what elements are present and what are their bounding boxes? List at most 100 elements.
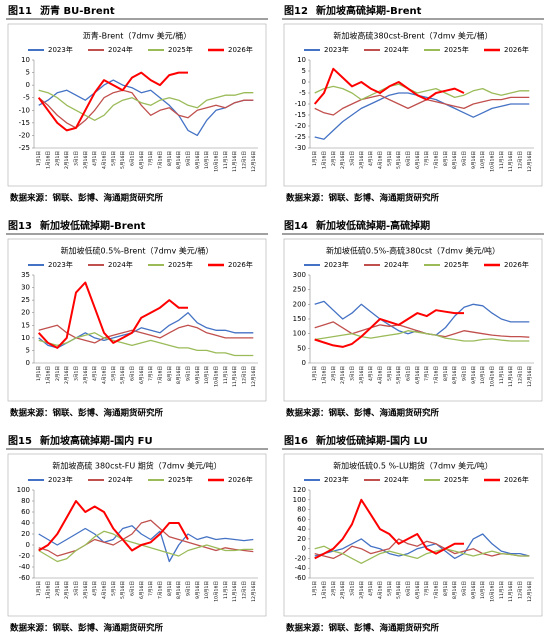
figure-heading: 新加坡高硫掉期-国内 FU [40, 434, 153, 447]
x-tick-label: 1月16日 [46, 581, 52, 599]
x-tick-label: 9月1日 [462, 366, 468, 381]
y-tick-label: 40 [21, 519, 30, 527]
x-tick-label: 9月16日 [195, 366, 201, 384]
x-tick-label: 1月1日 [312, 581, 318, 596]
y-tick-label: 20 [297, 535, 306, 543]
x-tick-label: 6月1日 [406, 151, 412, 166]
x-tick-label: 7月16日 [158, 581, 164, 599]
legend-label: 2024年 [108, 475, 133, 484]
x-tick-label: 12月1日 [518, 366, 524, 384]
series-line [314, 321, 530, 338]
series-line [37, 71, 188, 132]
y-tick-label: 80 [21, 497, 30, 505]
legend-label: 2024年 [384, 45, 409, 54]
chart-frame [283, 23, 543, 187]
y-tick-label: 0 [26, 81, 30, 89]
x-tick-label: 5月1日 [387, 151, 393, 166]
x-tick-label: 10月16日 [490, 581, 496, 602]
series-line [38, 525, 254, 563]
x-tick-label: 3月16日 [83, 151, 89, 169]
x-tick-label: 7月1日 [148, 366, 154, 381]
x-tick-label: 11月16日 [232, 366, 238, 387]
y-tick-label: -25 [19, 144, 30, 152]
x-tick-label: 9月16日 [471, 581, 477, 599]
x-tick-label: 1月16日 [322, 581, 328, 599]
y-tick-label: 5 [26, 346, 30, 354]
x-tick-label: 10月1日 [480, 366, 486, 384]
x-tick-label: 11月1日 [223, 366, 229, 384]
x-tick-label: 9月16日 [195, 581, 201, 599]
x-tick-label: 1月16日 [46, 151, 52, 169]
x-tick-label: 1月1日 [36, 151, 42, 166]
x-tick-label: 6月16日 [415, 151, 421, 169]
x-tick-label: 10月16日 [214, 366, 220, 387]
x-tick-label: 9月1日 [462, 151, 468, 166]
figure-number: 图14 [284, 220, 308, 232]
y-tick-label: 5 [26, 69, 30, 77]
x-tick-label: 4月1日 [92, 581, 98, 596]
figure-heading: 新加坡低硫掉期-高硫掉期 [316, 219, 430, 232]
x-tick-label: 4月1日 [368, 581, 374, 596]
y-tick-label: 15 [21, 321, 30, 329]
x-tick-label: 10月1日 [204, 366, 210, 384]
legend-label: 2023年 [48, 475, 73, 484]
x-tick-label: 7月1日 [424, 366, 430, 381]
x-tick-label: 11月1日 [223, 151, 229, 169]
legend-label: 2024年 [384, 260, 409, 269]
x-tick-label: 12月1日 [242, 581, 248, 599]
x-tick-label: 1月1日 [312, 366, 318, 381]
y-tick-label: 30 [21, 284, 30, 292]
x-tick-label: 11月16日 [232, 151, 238, 172]
x-tick-label: 5月16日 [120, 366, 126, 384]
x-tick-label: 6月16日 [139, 151, 145, 169]
x-tick-label: 7月1日 [424, 151, 430, 166]
chart-frame [7, 238, 267, 402]
x-tick-label: 5月1日 [387, 366, 393, 381]
series-line [38, 519, 254, 557]
source-note: 数据来源：钢联、彭博、海通期货研究所 [10, 193, 164, 204]
y-tick-label: 60 [297, 515, 306, 523]
y-tick-label: -5 [299, 89, 306, 97]
x-tick-label: 4月1日 [92, 151, 98, 166]
figure-heading: 新加坡低硫掉期-Brent [40, 219, 146, 232]
y-tick-label: -60 [295, 574, 306, 582]
x-tick-label: 3月16日 [359, 366, 365, 384]
x-tick-label: 6月1日 [130, 151, 136, 166]
y-tick-label: 10 [21, 56, 30, 64]
x-tick-label: 10月16日 [214, 581, 220, 602]
x-tick-label: 2月16日 [64, 151, 70, 169]
x-tick-label: 7月16日 [434, 151, 440, 169]
y-tick-label: 250 [293, 286, 306, 294]
y-tick-label: 0 [302, 359, 306, 367]
legend-label: 2026年 [504, 475, 529, 484]
x-tick-label: 6月1日 [406, 581, 412, 596]
y-tick-label: 100 [293, 496, 306, 504]
y-tick-label: -40 [19, 563, 30, 571]
chart-title: 新加坡低硫0.5%-高硫380cst（7dmv 美元/吨） [326, 246, 500, 256]
legend-label: 2025年 [168, 475, 193, 484]
y-tick-label: -20 [19, 552, 30, 560]
legend-label: 2026年 [504, 260, 529, 269]
y-tick-label: 20 [21, 309, 30, 317]
y-tick-label: 60 [21, 508, 30, 516]
y-tick-label: 200 [293, 300, 306, 308]
x-tick-label: 1月1日 [36, 581, 42, 596]
series-line [38, 500, 189, 552]
x-tick-label: 12月1日 [242, 151, 248, 169]
y-tick-label: 10 [21, 334, 30, 342]
chart-title: 新加坡高硫380cst-Brent（7dmv 美元/桶） [333, 31, 492, 41]
x-tick-label: 1月16日 [322, 151, 328, 169]
x-tick-label: 8月16日 [452, 151, 458, 169]
x-tick-label: 11月1日 [499, 581, 505, 599]
legend-label: 2023年 [48, 45, 73, 54]
x-tick-label: 1月16日 [322, 366, 328, 384]
y-tick-label: 35 [21, 271, 30, 279]
x-tick-label: 10月16日 [214, 151, 220, 172]
figure-heading: 沥青 BU-Brent [40, 4, 115, 17]
series-line [38, 89, 254, 121]
chart-title: 沥青-Brent（7dmv 美元/桶） [83, 31, 192, 41]
x-tick-label: 10月1日 [480, 581, 486, 599]
x-tick-label: 8月1日 [167, 151, 173, 166]
source-note: 数据来源：钢联、彭博、海通期货研究所 [10, 408, 164, 419]
x-tick-label: 1月1日 [36, 366, 42, 381]
